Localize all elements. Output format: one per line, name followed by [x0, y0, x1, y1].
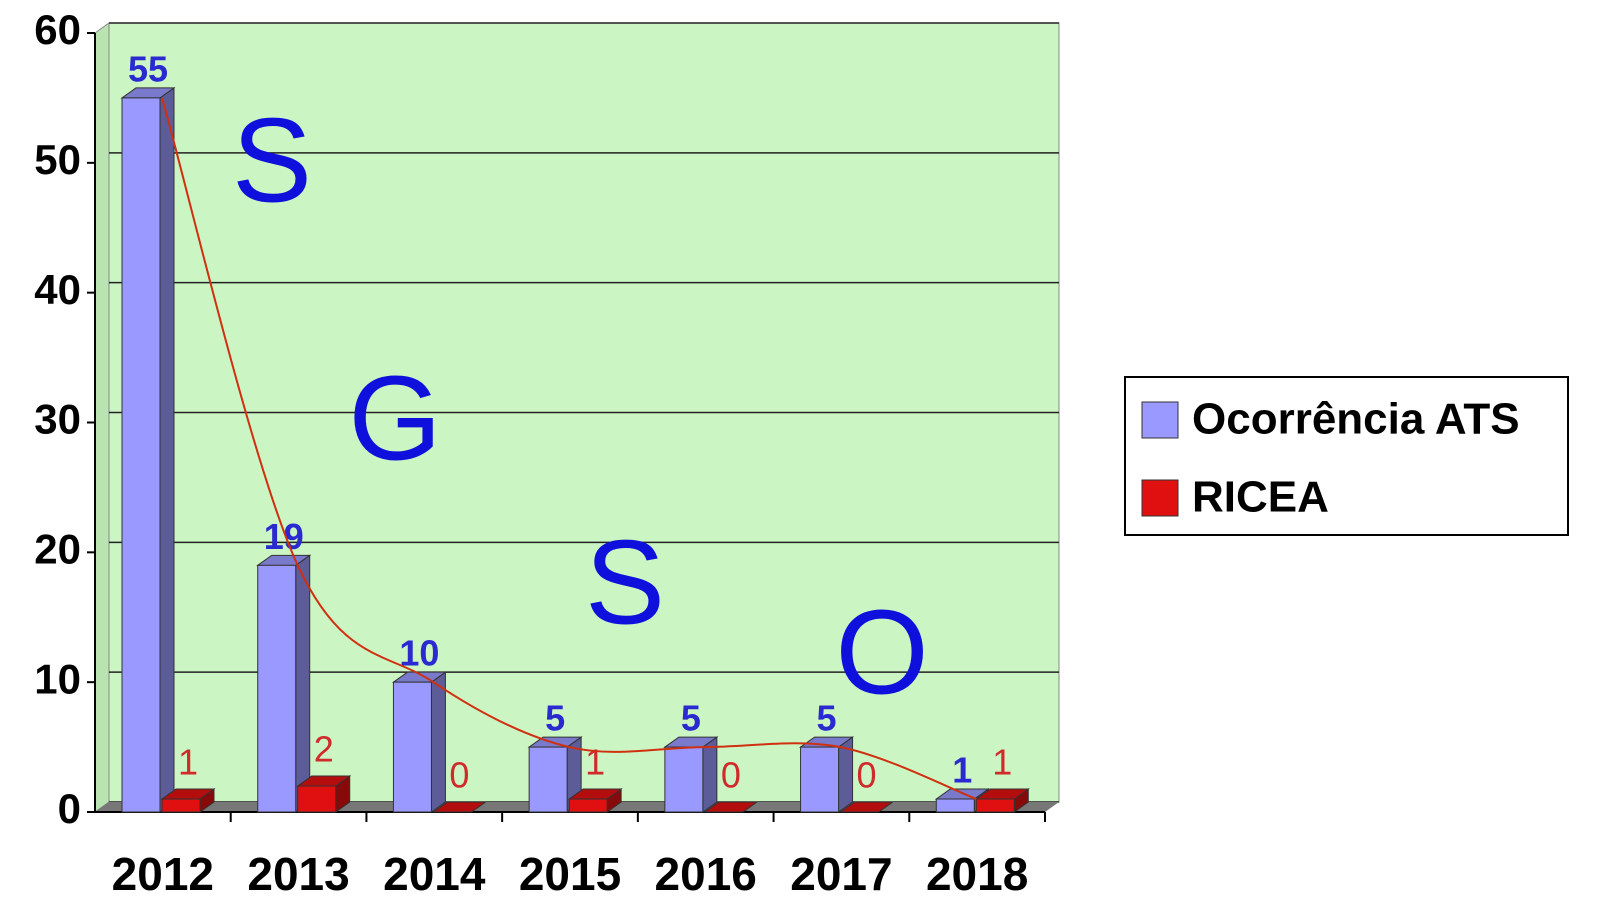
- x-tick-label: 2018: [926, 848, 1028, 900]
- bar: [975, 798, 1015, 813]
- x-tick-label: 2015: [519, 848, 621, 900]
- value-label: 19: [264, 516, 304, 557]
- bar-side: [702, 736, 718, 813]
- value-label: 5: [681, 698, 701, 739]
- value-label: 0: [721, 755, 741, 796]
- y-tick-label: 0: [58, 785, 81, 832]
- value-label: 1: [952, 750, 972, 791]
- annotation: S: [585, 516, 665, 650]
- x-tick-label: 2012: [112, 848, 214, 900]
- y-tick-label: 40: [34, 266, 81, 313]
- x-tick-label: 2016: [655, 848, 757, 900]
- bar-top: [431, 801, 487, 813]
- legend-label: Ocorrência ATS: [1192, 395, 1520, 444]
- y-tick-label: 10: [34, 655, 81, 702]
- annotation: S: [232, 94, 312, 228]
- value-label: 1: [585, 742, 605, 783]
- x-tick-label: 2017: [790, 848, 892, 900]
- y-tick-label: 60: [34, 6, 81, 53]
- value-label: 55: [128, 48, 168, 89]
- x-tick-label: 2014: [383, 848, 486, 900]
- value-label: 2: [314, 729, 334, 770]
- value-label: 0: [449, 755, 469, 796]
- y-tick-label: 30: [34, 396, 81, 443]
- annotation: G: [348, 352, 441, 486]
- value-label: 1: [178, 742, 198, 783]
- y-tick-label: 20: [34, 525, 81, 572]
- bar: [800, 746, 840, 813]
- bar-side: [430, 671, 446, 813]
- legend-swatch: [1141, 479, 1179, 517]
- annotation: O: [835, 586, 928, 720]
- bar: [935, 798, 975, 813]
- bar-top: [839, 801, 895, 813]
- value-label: 1: [992, 742, 1012, 783]
- bar: [161, 798, 201, 813]
- legend-swatch: [1141, 401, 1179, 439]
- bar: [121, 97, 161, 813]
- legend-box: [1124, 376, 1569, 536]
- value-label: 5: [817, 698, 837, 739]
- bar: [392, 681, 432, 813]
- bar-side: [159, 86, 175, 813]
- bar: [528, 746, 568, 813]
- trend-line: [161, 97, 977, 800]
- value-label: 5: [545, 698, 565, 739]
- legend-label: RICEA: [1192, 473, 1329, 522]
- side-wall: [94, 22, 110, 813]
- bar-side: [295, 554, 311, 813]
- bar: [568, 798, 608, 813]
- bar: [257, 564, 297, 813]
- x-tick-label: 2013: [247, 848, 349, 900]
- bar: [664, 746, 704, 813]
- bar-top: [703, 801, 759, 813]
- y-tick-label: 50: [34, 136, 81, 183]
- bar: [297, 785, 337, 813]
- value-label: 0: [857, 755, 877, 796]
